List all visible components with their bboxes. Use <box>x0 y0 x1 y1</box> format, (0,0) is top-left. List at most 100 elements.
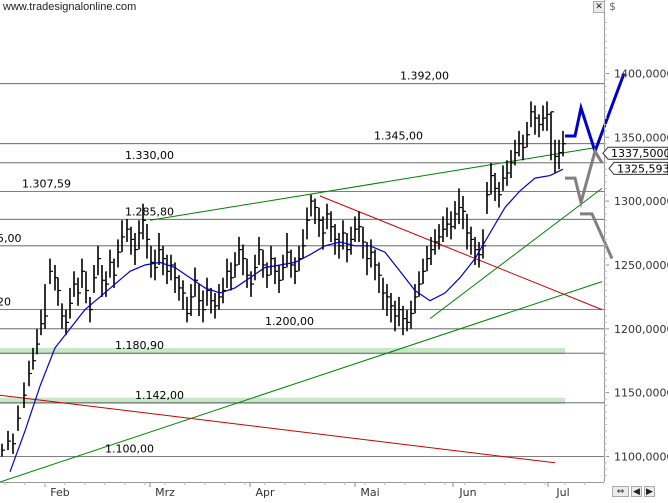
ohlc-bar-27 <box>117 239 121 268</box>
ohlc-bar-29 <box>126 219 130 242</box>
x-tick-label-4: Jun <box>458 486 476 499</box>
ohlc-bar-122 <box>498 182 502 208</box>
series-layer <box>1 101 566 473</box>
ohlc-bar-44 <box>186 296 190 323</box>
y-tick-label-2: 1200,0000 <box>614 323 668 336</box>
ohlc-bar-0 <box>1 443 5 457</box>
x-tick-label-2: Apr <box>255 486 275 499</box>
trend-line-4 <box>429 188 603 319</box>
level-lines-layer <box>0 83 604 457</box>
x-tick-label-3: Mai <box>360 486 379 499</box>
ohlc-bar-36 <box>154 249 158 281</box>
highlight-band-0 <box>0 347 565 355</box>
y-tick-label-0: 1100,0000 <box>614 451 668 464</box>
trend-line-0 <box>0 394 556 464</box>
ohlc-bar-15 <box>69 287 73 319</box>
trend-line-3 <box>149 147 597 221</box>
ohlc-bar-10 <box>49 258 53 285</box>
level-label-6: 20 <box>0 296 11 309</box>
ohlc-bar-24 <box>105 271 109 297</box>
ohlc-bar-32 <box>138 220 142 250</box>
ohlc-bar-38 <box>162 245 166 276</box>
ohlc-bar-22 <box>97 245 101 276</box>
ohlc-bar-63 <box>262 249 266 278</box>
y-tick-label-5: 1350,0000 <box>614 131 668 144</box>
price-marker-value-1: 1325,593 <box>617 162 668 175</box>
ohlc-bar-95 <box>390 293 394 323</box>
ohlc-bar-129 <box>526 122 530 148</box>
ohlc-bar-103 <box>422 258 426 285</box>
x-tick-label-1: Mrz <box>155 486 175 499</box>
ohlc-bar-131 <box>534 105 538 135</box>
ohlc-bar-80 <box>330 211 334 242</box>
ohlc-bar-82 <box>338 233 342 259</box>
ohlc-bar-4 <box>23 382 27 408</box>
price-marker-1: 1325,593 <box>608 161 668 175</box>
currency-symbol: $ <box>609 0 616 13</box>
x-tick-label-5: Jul <box>555 486 569 499</box>
ohlc-bar-135 <box>550 111 554 161</box>
ohlc-bar-117 <box>478 242 482 268</box>
ohlc-bar-19 <box>85 271 89 304</box>
ohlc-bar-84 <box>346 233 350 263</box>
ohlc-bar-83 <box>342 220 346 250</box>
ohlc-bar-94 <box>386 284 390 316</box>
level-label-8: 1.180,90 <box>115 339 164 352</box>
price-marker-box-1 <box>608 161 668 175</box>
ohlc-bar-108 <box>442 216 446 242</box>
price-marker-0: 1337,5000 <box>602 146 668 160</box>
ohlc-bar-66 <box>274 257 278 285</box>
ohlc-bar-109 <box>446 207 450 237</box>
ohlc-bar-2 <box>12 433 16 454</box>
y-tick-label-3: 1250,0000 <box>614 259 668 272</box>
trend-line-1 <box>319 195 603 311</box>
ohlc-bar-67 <box>278 265 282 293</box>
ohlc-bar-137 <box>558 139 562 170</box>
ohlc-bar-1 <box>7 430 11 451</box>
ohlc-bar-89 <box>366 242 370 276</box>
ohlc-bar-9 <box>44 284 48 329</box>
ohlc-bar-116 <box>474 236 478 265</box>
ohlc-bar-23 <box>101 265 105 297</box>
ohlc-bar-40 <box>170 254 174 281</box>
projection-1 <box>565 147 604 209</box>
ohlc-bar-112 <box>458 188 462 225</box>
ohlc-bar-133 <box>542 105 546 131</box>
ohlc-bar-55 <box>230 262 234 291</box>
ohlc-bar-121 <box>494 173 498 202</box>
ohlc-bar-6 <box>32 347 36 370</box>
ohlc-bar-87 <box>358 211 362 242</box>
level-label-10: 1.100,00 <box>105 443 154 456</box>
ohlc-bar-101 <box>414 284 418 314</box>
scroll-left-button[interactable]: ◀ <box>631 486 642 497</box>
scroll-expand-button[interactable]: ⇔ <box>612 486 629 497</box>
ohlc-bar-85 <box>350 226 354 255</box>
scroll-right-button[interactable]: ▶ <box>644 486 655 497</box>
ohlc-bar-73 <box>302 229 306 259</box>
level-labels-layer: 1.392,00 1.345,00 1.330,00 1.307,59 1.285,80… <box>0 70 449 456</box>
ohlc-bar-13 <box>61 303 65 329</box>
level-label-3: 1.307,59 <box>22 177 71 190</box>
ohlc-bar-43 <box>182 280 186 310</box>
ohlc-bar-20 <box>89 296 93 323</box>
level-label-0: 1.392,00 <box>400 70 449 83</box>
ohlc-bar-134 <box>546 101 550 131</box>
ohlc-bar-25 <box>109 249 113 278</box>
ohlc-bar-58 <box>242 244 246 276</box>
trend-line-2 <box>0 281 603 483</box>
ohlc-bar-46 <box>194 267 198 297</box>
ohlc-bar-60 <box>250 271 254 297</box>
ohlc-bar-31 <box>134 233 138 265</box>
ohlc-bar-130 <box>530 101 534 128</box>
ohlc-bar-90 <box>370 239 374 268</box>
ohlc-bar-128 <box>522 134 526 161</box>
ohlc-bar-138 <box>562 130 566 157</box>
ohlc-bar-30 <box>130 226 134 255</box>
ohlc-bar-96 <box>394 300 398 332</box>
close-button[interactable]: ✕ <box>593 1 605 13</box>
ohlc-bar-47 <box>198 284 202 316</box>
ohlc-bar-107 <box>438 224 442 250</box>
